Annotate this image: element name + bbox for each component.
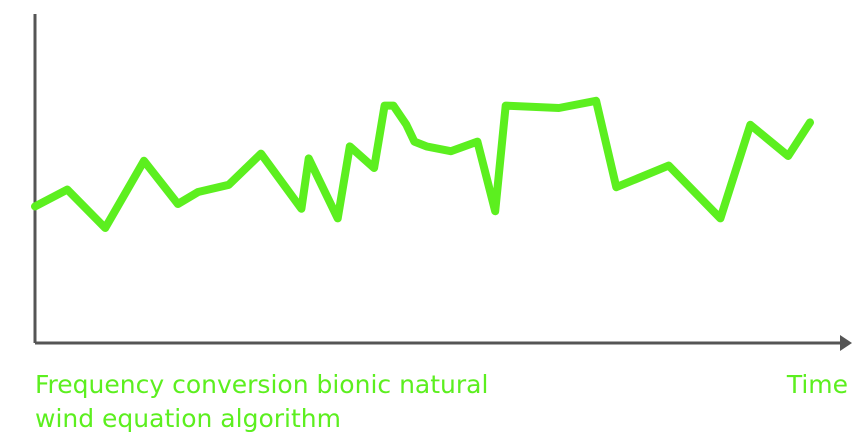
caption-line-2: wind equation algorithm	[35, 404, 341, 433]
chart-axes	[33, 14, 852, 351]
caption-line-1: Frequency conversion bionic natural	[35, 370, 489, 399]
x-axis-label: Time	[786, 370, 848, 399]
series-line-0	[31, 96, 814, 232]
chart-caption: Frequency conversion bionic natural wind…	[35, 368, 488, 436]
x-axis-arrow	[840, 335, 852, 351]
chart-series	[31, 96, 814, 232]
